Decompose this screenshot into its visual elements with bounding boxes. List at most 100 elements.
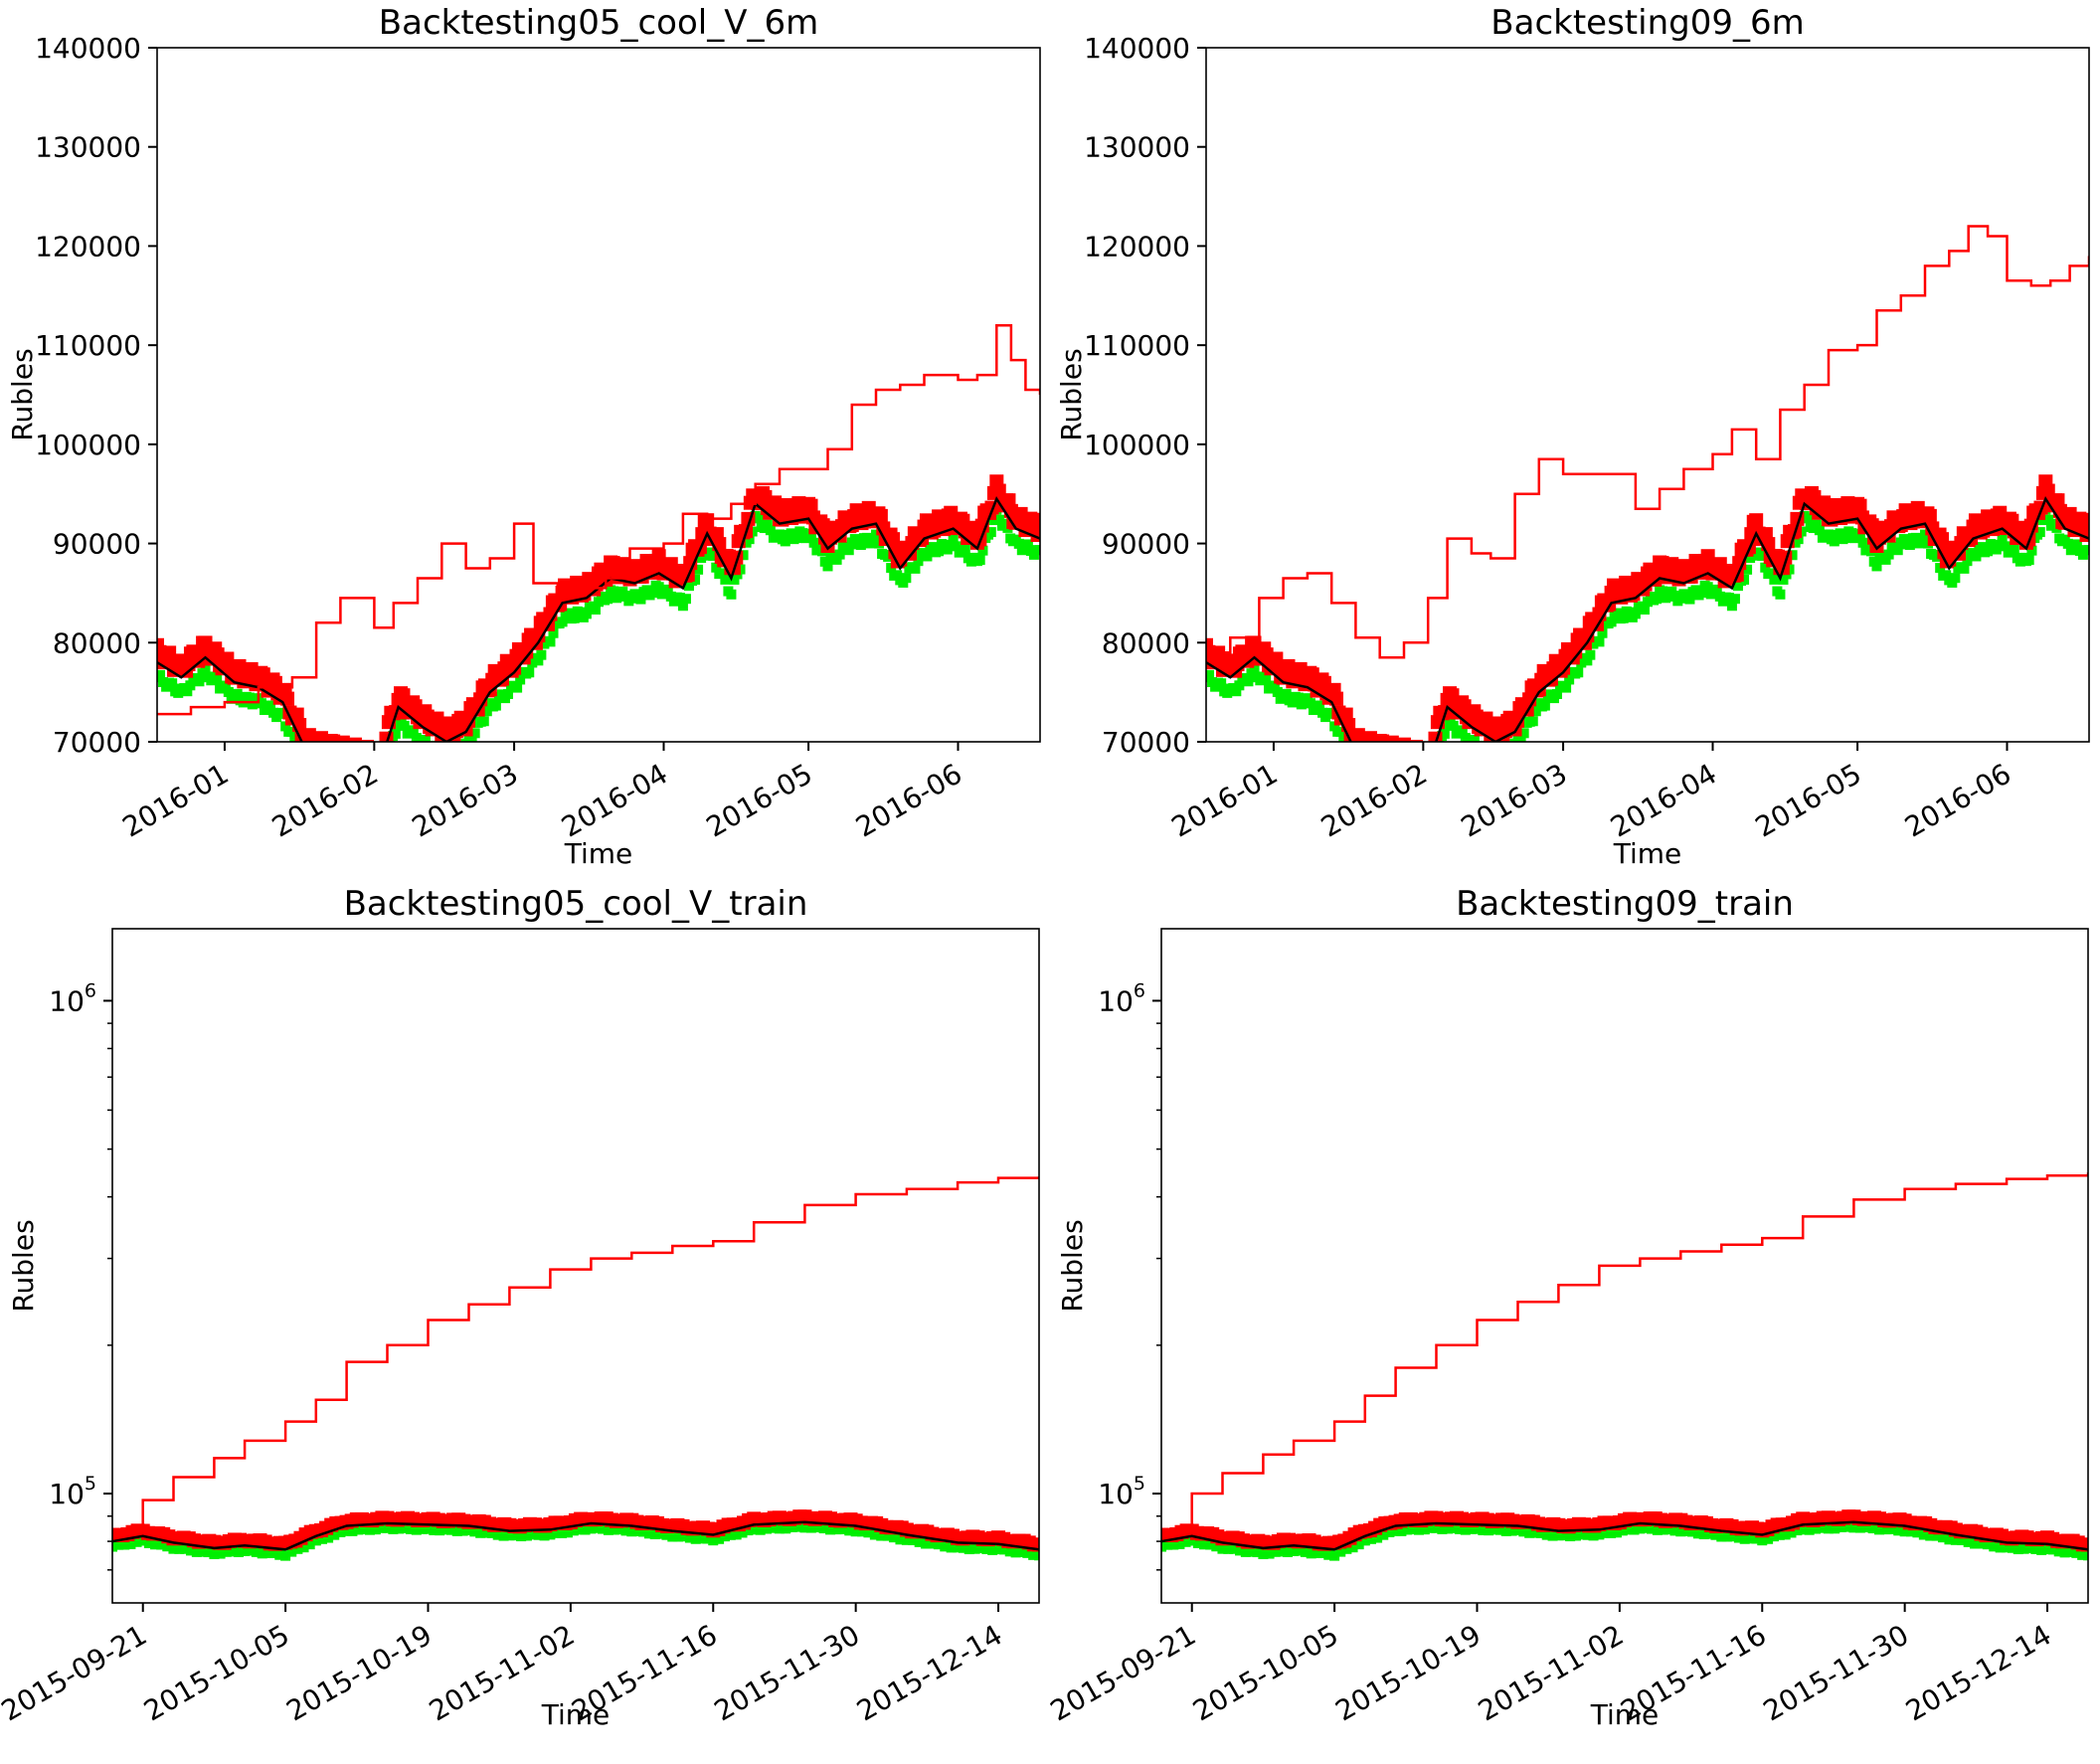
buy-marker — [2030, 1543, 2041, 1554]
buy-marker — [575, 607, 586, 617]
buy-marker — [569, 613, 580, 623]
buy-marker — [882, 1530, 893, 1541]
buy-marker — [1899, 1526, 1910, 1537]
sell-marker — [803, 498, 818, 513]
buy-marker — [1341, 747, 1351, 757]
buy-marker — [883, 551, 894, 562]
sell-marker — [338, 738, 353, 742]
buy-marker — [1488, 751, 1497, 761]
buy-marker — [1199, 1539, 1210, 1550]
buy-marker — [119, 1539, 130, 1550]
x-tick-label: 2016-05 — [1750, 757, 1867, 843]
axes-frame — [156, 47, 1041, 743]
buy-marker — [1168, 1539, 1179, 1550]
sell-marker — [1362, 731, 1377, 742]
sell-marker — [1353, 735, 1368, 742]
sell-marker — [2082, 522, 2089, 537]
buy-marker — [1663, 591, 1674, 602]
buy-marker — [399, 720, 410, 731]
buy-marker — [1696, 588, 1707, 599]
buy-marker — [277, 708, 288, 719]
buy-marker — [849, 534, 860, 545]
y-tick-label: 120000 — [35, 230, 141, 263]
buy-marker — [256, 698, 266, 709]
buy-markers — [112, 1521, 1039, 1561]
buy-marker — [469, 728, 480, 739]
buy-marker — [1493, 751, 1503, 761]
buy-marker — [844, 1525, 855, 1536]
buy-marker — [985, 527, 996, 538]
buy-marker — [677, 601, 688, 612]
buy-marker — [1445, 715, 1456, 726]
sell-marker — [1428, 731, 1443, 742]
buy-marker — [481, 706, 492, 717]
buy-marker — [1675, 1526, 1686, 1537]
x-tick-label: 2015-09-21 — [0, 1618, 152, 1727]
buy-marker — [953, 1542, 963, 1553]
buy-marker — [1950, 573, 1961, 584]
buy-marker — [674, 593, 685, 604]
buy-marker — [1829, 536, 1839, 547]
buy-marker — [536, 649, 547, 660]
buy-marker — [486, 1527, 497, 1538]
buy-marker — [1920, 529, 1931, 540]
buy-marker — [2047, 1544, 2058, 1555]
sell-marker — [333, 743, 347, 757]
sell-marker — [313, 731, 328, 742]
buy-marker — [1306, 1548, 1316, 1559]
buy-marker — [521, 1530, 532, 1541]
buy-marker — [562, 1527, 573, 1538]
buy-marker — [1234, 680, 1245, 691]
buy-marker — [335, 1526, 346, 1537]
buy-marker — [1830, 1523, 1840, 1534]
sell-marker — [1951, 546, 1966, 561]
sell-marker — [1399, 741, 1414, 742]
buy-marker — [822, 561, 833, 572]
buy-marker — [1390, 1525, 1401, 1536]
buy-marker — [2024, 1542, 2035, 1553]
buy-marker — [1252, 1547, 1263, 1558]
sell-marker — [316, 739, 331, 742]
buy-marker — [831, 554, 842, 565]
buy-marker — [1766, 568, 1777, 579]
sell-marker — [1001, 493, 1016, 508]
sell-marker — [1365, 739, 1380, 742]
sell-marker — [347, 737, 362, 742]
y-tick-label: 80000 — [1102, 626, 1190, 659]
buy-marker — [444, 751, 454, 761]
buy-marker — [786, 528, 796, 539]
buy-marker — [714, 1533, 725, 1544]
buy-marker — [765, 525, 776, 536]
buy-marker — [1353, 1539, 1364, 1550]
buy-marker — [1643, 597, 1653, 608]
buy-marker — [1473, 744, 1483, 754]
buy-marker — [1485, 752, 1494, 762]
y-tick-label: 100000 — [1084, 429, 1190, 461]
buy-marker — [168, 1543, 179, 1554]
buy-marker — [1484, 1525, 1494, 1536]
buy-marker — [1733, 1532, 1744, 1543]
buy-marker — [1223, 1543, 1234, 1554]
buy-marker — [1329, 721, 1340, 732]
buy-marker — [1515, 735, 1526, 742]
buy-marker — [390, 728, 401, 739]
buy-marker — [370, 1524, 381, 1535]
buy-marker — [696, 1533, 707, 1544]
buy-marker — [1413, 1524, 1424, 1535]
buy-marker — [1931, 1530, 1942, 1541]
buy-marker — [626, 1526, 637, 1537]
buy-marker — [1617, 1525, 1628, 1536]
buy-marker — [837, 1523, 848, 1534]
buy-marker — [1028, 1549, 1039, 1560]
buy-marker — [458, 746, 468, 756]
buy-marker — [301, 763, 311, 773]
buy-marker — [719, 1531, 730, 1542]
buy-marker — [729, 574, 740, 585]
buy-marker — [420, 735, 431, 742]
sell-marker — [309, 741, 324, 742]
buy-marker — [1817, 1522, 1828, 1533]
sell-marker — [1426, 742, 1440, 756]
buy-marker — [2077, 1549, 2088, 1560]
buy-marker — [574, 1524, 585, 1535]
buy-marker — [1971, 551, 1982, 562]
